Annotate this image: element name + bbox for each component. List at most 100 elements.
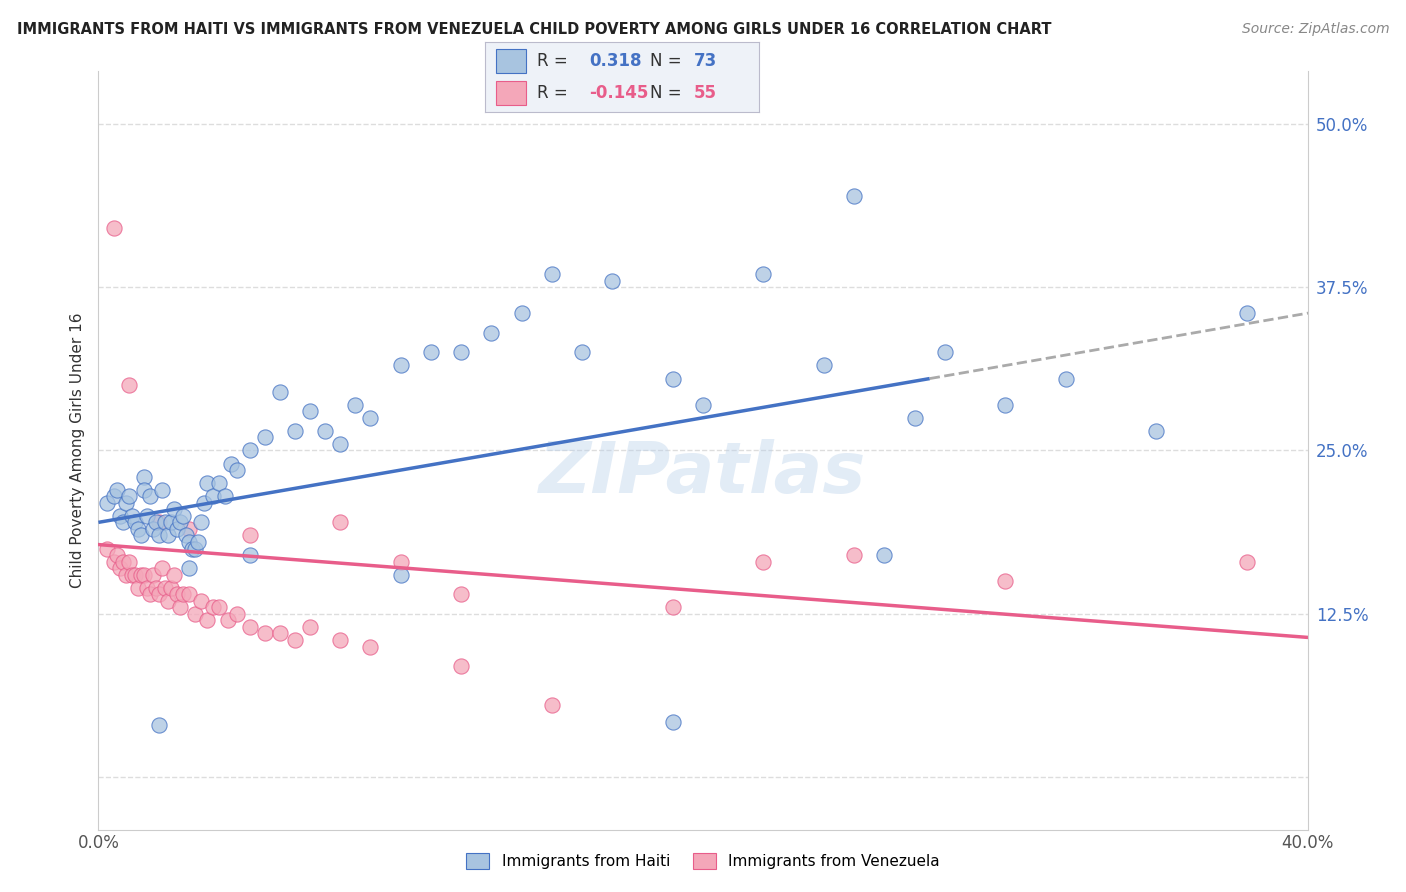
Point xyxy=(184,607,207,621)
Bar xyxy=(496,49,526,72)
Point xyxy=(450,659,472,673)
Point xyxy=(284,424,307,438)
Text: 73: 73 xyxy=(693,52,717,70)
Point xyxy=(132,469,155,483)
Text: 0.318: 0.318 xyxy=(589,52,641,70)
Point xyxy=(145,581,167,595)
Point xyxy=(329,633,352,648)
Point xyxy=(163,502,186,516)
Point xyxy=(108,561,131,575)
Point xyxy=(111,555,134,569)
Point xyxy=(202,489,225,503)
Point xyxy=(1144,424,1167,438)
Point xyxy=(124,516,146,530)
Point xyxy=(160,581,183,595)
Point xyxy=(873,548,896,562)
Point xyxy=(166,522,188,536)
Point xyxy=(1236,306,1258,320)
Point xyxy=(540,698,562,713)
Point xyxy=(692,398,714,412)
Point xyxy=(195,614,218,628)
Point xyxy=(450,587,472,601)
Point xyxy=(994,398,1017,412)
Point xyxy=(127,522,149,536)
Text: Source: ZipAtlas.com: Source: ZipAtlas.com xyxy=(1241,22,1389,37)
Point xyxy=(148,718,170,732)
Point xyxy=(540,267,562,281)
Point xyxy=(202,600,225,615)
Point xyxy=(661,715,683,730)
Point xyxy=(239,443,262,458)
Point xyxy=(329,437,352,451)
Point xyxy=(1236,555,1258,569)
Point xyxy=(239,548,262,562)
Point xyxy=(150,561,173,575)
Point xyxy=(193,496,215,510)
Point xyxy=(96,496,118,510)
Point xyxy=(190,594,212,608)
Point xyxy=(121,567,143,582)
Point xyxy=(904,410,927,425)
Point xyxy=(190,516,212,530)
Point xyxy=(661,371,683,385)
Point xyxy=(108,508,131,523)
Point xyxy=(153,581,176,595)
Point xyxy=(179,587,201,601)
Point xyxy=(221,457,243,471)
Point xyxy=(253,430,276,444)
Text: -0.145: -0.145 xyxy=(589,84,648,102)
Point xyxy=(172,508,194,523)
Point xyxy=(1054,371,1077,385)
Point xyxy=(124,567,146,582)
Point xyxy=(360,410,382,425)
Point xyxy=(166,587,188,601)
Point xyxy=(118,489,141,503)
Point xyxy=(118,378,141,392)
Point xyxy=(148,516,170,530)
Point xyxy=(156,594,179,608)
Point xyxy=(481,326,503,340)
Point xyxy=(214,489,236,503)
Point xyxy=(129,567,152,582)
Point xyxy=(420,345,443,359)
Point xyxy=(111,516,134,530)
Point xyxy=(389,555,412,569)
Point xyxy=(179,561,201,575)
Text: IMMIGRANTS FROM HAITI VS IMMIGRANTS FROM VENEZUELA CHILD POVERTY AMONG GIRLS UND: IMMIGRANTS FROM HAITI VS IMMIGRANTS FROM… xyxy=(17,22,1052,37)
Point xyxy=(389,359,412,373)
Point xyxy=(148,587,170,601)
Point xyxy=(172,587,194,601)
Point xyxy=(571,345,593,359)
Point xyxy=(299,404,322,418)
Point xyxy=(752,555,775,569)
Point xyxy=(103,221,125,235)
Point xyxy=(187,535,209,549)
Point xyxy=(142,522,165,536)
Point xyxy=(160,516,183,530)
Point xyxy=(844,548,866,562)
Point xyxy=(135,581,157,595)
Point xyxy=(135,508,157,523)
Point xyxy=(169,516,191,530)
Point xyxy=(239,620,262,634)
Point xyxy=(179,535,201,549)
Point xyxy=(105,548,128,562)
Point xyxy=(105,483,128,497)
Point xyxy=(344,398,367,412)
Point xyxy=(752,267,775,281)
Text: ZIPatlas: ZIPatlas xyxy=(540,439,866,508)
Point xyxy=(114,567,136,582)
Point xyxy=(329,516,352,530)
Point xyxy=(169,600,191,615)
Legend: Immigrants from Haiti, Immigrants from Venezuela: Immigrants from Haiti, Immigrants from V… xyxy=(460,847,946,875)
Point xyxy=(114,496,136,510)
Point xyxy=(184,541,207,556)
Point xyxy=(142,567,165,582)
Text: N =: N = xyxy=(650,52,686,70)
Point xyxy=(269,384,291,399)
Point xyxy=(299,620,322,634)
Point xyxy=(253,626,276,640)
Point xyxy=(389,567,412,582)
Point xyxy=(510,306,533,320)
Point xyxy=(132,483,155,497)
